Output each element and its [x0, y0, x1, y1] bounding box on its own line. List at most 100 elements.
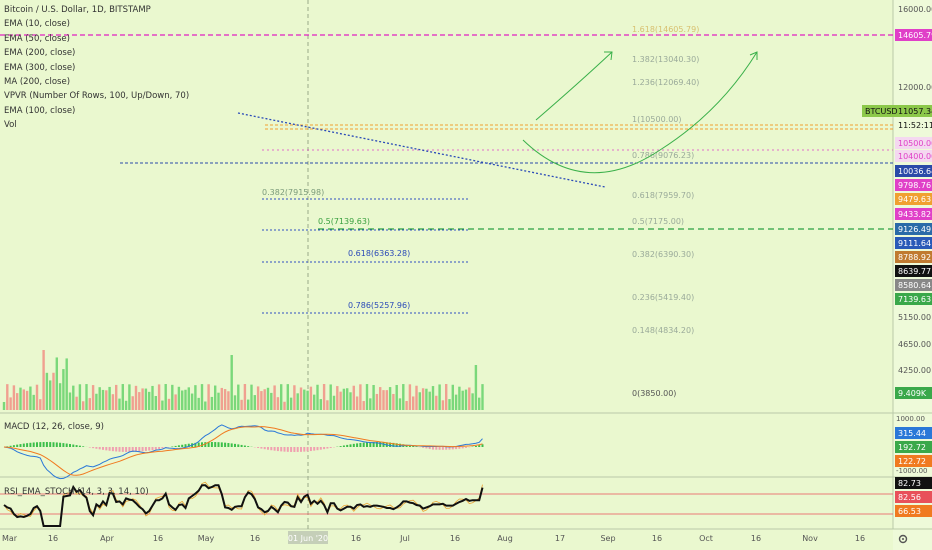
macd-tag-label: 315.44 [898, 429, 926, 438]
time-axis-tick: Apr [100, 534, 115, 543]
macd-histogram-bar [118, 447, 121, 452]
time-axis[interactable]: Mar 16 Apr 16 May 16 01 Jun '20 16 Jul 16 Aug 17 Sep… [2, 531, 865, 544]
legend-ema-50[interactable]: EMA (50, close) [4, 33, 70, 44]
volume-bar [464, 389, 468, 410]
time-axis-tick: 16 [450, 534, 460, 543]
macd-histogram-bar [362, 442, 365, 447]
volume-bar [362, 401, 365, 410]
projection-arrow-2 [522, 51, 758, 174]
macd-histogram-bar [184, 444, 187, 447]
chart-title[interactable]: Bitcoin / U.S. Dollar, 1D, BITSTAMP [4, 5, 151, 15]
macd-histogram-bar [234, 443, 236, 447]
projection-arrow-1-head [604, 51, 613, 61]
macd-histogram-bar [111, 447, 114, 452]
volume-bar [22, 389, 25, 410]
volume-bar [72, 385, 75, 410]
volume-bar [319, 399, 322, 410]
volume-bar [392, 393, 395, 410]
macd-histogram-bar [306, 447, 309, 452]
macd-histogram-bar [465, 447, 467, 448]
macd-histogram-bar [276, 447, 279, 452]
volume-bar [322, 384, 326, 410]
volume-bar [474, 365, 478, 410]
volume-bar [29, 386, 32, 410]
price-tag-label: 14605.79 [898, 31, 932, 40]
price-tag: 9433.82 [895, 208, 932, 220]
gear-icon[interactable] [898, 534, 908, 544]
rsi-ema-line [3, 484, 484, 527]
macd-histogram-bar [158, 447, 161, 449]
volume-bar [405, 401, 408, 410]
fib-right-label: 1.618(14605.79) [632, 25, 699, 34]
price-tag-label: 9126.49 [898, 225, 931, 234]
rsi-legend[interactable]: RSI_EMA_STOCH (14, 3, 3, 14, 10) [4, 487, 149, 497]
volume-bar [16, 393, 19, 410]
volume-bar [289, 397, 293, 410]
volume-bar [42, 350, 45, 410]
macd-histogram-bar [22, 443, 25, 447]
volume-bar [309, 386, 313, 410]
volume-bar [478, 397, 481, 410]
macd-histogram-bar [352, 443, 355, 447]
macd-histogram-bar [210, 442, 213, 447]
volume-bar [303, 389, 306, 410]
macd-histogram-bar [458, 447, 461, 449]
volume-bar [82, 401, 85, 410]
macd-histogram-bar [329, 447, 332, 448]
macd-tag: 315.44 [895, 427, 932, 439]
macd-histogram-bar [356, 443, 359, 447]
price-tag-bg [895, 193, 932, 205]
time-axis-tick: Sep [600, 534, 615, 543]
legend-vpvr[interactable]: VPVR (Number Of Rows, 100, Up/Down, 70) [4, 91, 190, 102]
price-tag-bg [895, 150, 932, 162]
legend-ema-10[interactable]: EMA (10, close) [4, 19, 70, 30]
volume-bar [55, 357, 58, 410]
fib-right-label: 0.382(6390.30) [632, 250, 694, 259]
legend-ema-300[interactable]: EMA (300, close) [4, 62, 76, 73]
volume-bar [151, 385, 154, 410]
volume-bar [105, 390, 108, 410]
macd-histogram-bar [131, 447, 134, 452]
macd-histogram-bar [257, 447, 260, 448]
price-tag: 10400.00 [895, 150, 932, 162]
macd-legend[interactable]: MACD (12, 26, close, 9) [4, 422, 104, 432]
price-tag-label: 8639.77 [898, 267, 931, 276]
legend-vol[interactable]: Vol [4, 120, 17, 131]
rsi-tag-label: 82.56 [898, 493, 921, 502]
volume-bar [461, 390, 464, 410]
fib-right-label: 1.382(13040.30) [632, 55, 699, 64]
legend-ema-100[interactable]: EMA (100, close) [4, 105, 76, 116]
volume-bar [167, 398, 171, 410]
horizontal-levels [0, 34, 893, 314]
legend-ma-200[interactable]: MA (200, close) [4, 77, 71, 88]
volume-bar [336, 386, 339, 410]
indicator-legend: Bitcoin / U.S. Dollar, 1D, BITSTAMP EMA … [4, 3, 189, 133]
macd-histogram-bar [448, 447, 451, 450]
volume-bar [204, 401, 207, 410]
macd-histogram-bar [220, 442, 223, 447]
macd-histogram-bar [59, 442, 62, 447]
time-axis-tick: 16 [652, 534, 662, 543]
legend-ema-200[interactable]: EMA (200, close) [4, 48, 76, 59]
volume-bar [75, 396, 78, 410]
macd-histogram-bar [26, 443, 29, 447]
volume-bar [2, 402, 6, 410]
macd-signal-line [3, 426, 483, 476]
time-axis-tick: 17 [555, 534, 565, 543]
price-tag-label: 10400.00 [898, 152, 932, 161]
time-axis-tick: 16 [751, 534, 761, 543]
fib-right-label: 0.148(4834.20) [632, 326, 694, 335]
macd-histogram-bar [98, 447, 101, 450]
price-tag-bg [895, 293, 932, 305]
symbol-price: 11057.34 [898, 107, 932, 116]
macd-histogram-bar [366, 442, 368, 447]
volume-bar [108, 386, 111, 410]
macd-histogram-bar [316, 447, 319, 451]
volume-bar [171, 384, 174, 410]
macd-histogram-bar [135, 447, 137, 452]
volume-bar [138, 392, 141, 410]
volume-bar [214, 385, 217, 410]
macd-histogram-bar [69, 444, 71, 447]
macd-histogram-bar [349, 444, 352, 447]
